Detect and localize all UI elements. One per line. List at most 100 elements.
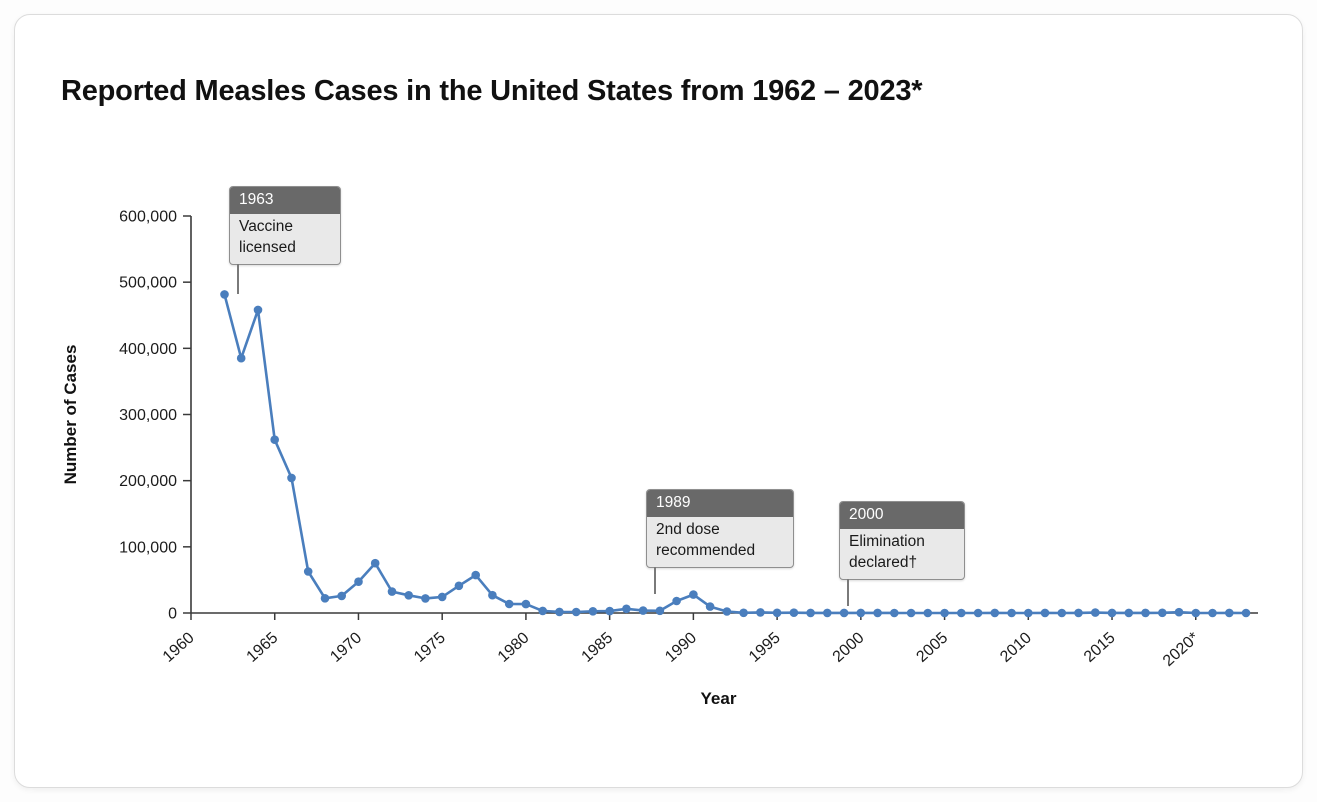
data-point[interactable] [739, 608, 748, 618]
data-point[interactable] [387, 587, 397, 596]
x-tick-label: 2005 [913, 629, 951, 666]
data-point[interactable] [588, 607, 598, 616]
data-point[interactable] [1124, 608, 1134, 618]
y-tick-label: 600,000 [119, 209, 177, 226]
x-tick-label: 1990 [662, 629, 700, 666]
data-point[interactable] [471, 570, 481, 580]
data-point[interactable] [605, 606, 614, 616]
data-point[interactable] [1091, 608, 1100, 617]
data-point[interactable] [705, 602, 715, 611]
data-point[interactable] [839, 608, 849, 618]
annotation-year: 2000 [840, 502, 964, 530]
data-point[interactable] [622, 604, 631, 614]
data-point[interactable] [370, 558, 380, 568]
x-tick-label: 1975 [411, 629, 449, 666]
data-point[interactable] [1241, 608, 1251, 618]
data-point[interactable] [220, 290, 229, 299]
annotation-text: Vaccine licensed [239, 218, 296, 256]
data-point[interactable] [890, 608, 899, 618]
x-tick-label: 1960 [160, 629, 198, 666]
y-tick-label: 0 [168, 606, 177, 623]
annotation-year: 1989 [647, 490, 793, 518]
x-tick-label: 1970 [327, 629, 365, 666]
data-point[interactable] [906, 608, 916, 618]
chart-title: Reported Measles Cases in the United Sta… [61, 75, 923, 107]
data-point[interactable] [270, 435, 279, 445]
y-tick-label: 200,000 [119, 473, 177, 490]
data-point[interactable] [1191, 608, 1201, 618]
x-tick-label: 2000 [830, 629, 868, 666]
x-tick-label: 2010 [997, 629, 1035, 666]
data-point[interactable] [789, 608, 799, 617]
data-point[interactable] [454, 581, 464, 591]
data-point[interactable] [404, 591, 414, 600]
x-axis-title: Year [701, 689, 737, 708]
data-point[interactable] [320, 594, 330, 603]
data-point[interactable] [555, 607, 564, 617]
x-tick-label: 1965 [244, 629, 282, 666]
annotation-leader-line [237, 264, 239, 294]
chart-card: Reported Measles Cases in the United Sta… [14, 14, 1303, 788]
data-point[interactable] [1107, 608, 1117, 618]
data-point[interactable] [772, 608, 782, 618]
x-tick-label: 1995 [746, 629, 784, 666]
data-point[interactable] [923, 608, 933, 618]
data-point[interactable] [957, 608, 966, 618]
y-axis-title: Number of Cases [61, 345, 80, 485]
y-tick-label: 500,000 [119, 275, 177, 292]
data-point[interactable] [990, 608, 1000, 618]
data-point[interactable] [672, 596, 681, 606]
data-point[interactable] [689, 590, 698, 599]
data-point[interactable] [806, 608, 815, 618]
annotation-callout: 1963 Vaccine licensed [229, 186, 341, 266]
data-point[interactable] [823, 608, 832, 618]
data-point[interactable] [1040, 608, 1050, 618]
data-point[interactable] [571, 607, 581, 617]
data-point[interactable] [873, 608, 882, 618]
data-point[interactable] [940, 608, 949, 618]
x-tick-label: 2015 [1081, 629, 1119, 666]
data-point[interactable] [973, 608, 983, 618]
annotation-text: 2nd dose recommended [656, 521, 756, 559]
data-point[interactable] [303, 567, 313, 576]
data-point[interactable] [437, 592, 447, 602]
data-point[interactable] [421, 594, 430, 603]
data-point[interactable] [1208, 608, 1217, 618]
annotation-callout: 2000 Elimination declared† [839, 501, 965, 581]
data-point[interactable] [354, 577, 363, 586]
data-point[interactable] [488, 590, 497, 600]
data-point[interactable] [287, 473, 296, 483]
data-point[interactable] [504, 599, 514, 609]
x-tick-label: 1980 [495, 629, 533, 666]
data-point[interactable] [856, 608, 866, 618]
data-point[interactable] [538, 606, 547, 616]
y-tick-label: 300,000 [119, 407, 177, 424]
data-point[interactable] [337, 591, 347, 601]
line-chart: 0 100,000 200,000 300,000 400,000 500,000 600,… [61, 209, 1258, 708]
data-point[interactable] [1158, 608, 1167, 618]
annotation-leader-line [654, 567, 656, 594]
data-point[interactable] [722, 607, 732, 616]
y-tick-label: 100,000 [119, 539, 177, 556]
data-point[interactable] [1074, 608, 1083, 618]
data-point[interactable] [1174, 607, 1184, 617]
annotation-text: Elimination declared† [849, 533, 925, 571]
data-point[interactable] [1225, 608, 1234, 618]
data-point[interactable] [1007, 608, 1016, 618]
data-point[interactable] [638, 606, 648, 615]
chart-area: 0 100,000 200,000 300,000 400,000 500,000 600,… [41, 151, 1301, 771]
x-tick-label: 1985 [579, 629, 617, 666]
data-point[interactable] [236, 353, 246, 363]
data-point[interactable] [521, 599, 531, 609]
data-point[interactable] [253, 305, 263, 315]
data-point[interactable] [1141, 608, 1150, 618]
data-point[interactable] [1057, 608, 1067, 618]
data-point[interactable] [756, 608, 765, 617]
y-tick-label: 400,000 [119, 341, 177, 358]
annotation-year: 1963 [230, 187, 340, 215]
x-tick-label: 2020* [1160, 629, 1202, 670]
annotation-callout: 1989 2nd dose recommended [646, 489, 794, 569]
data-point[interactable] [1024, 608, 1033, 618]
data-point[interactable] [655, 606, 665, 616]
